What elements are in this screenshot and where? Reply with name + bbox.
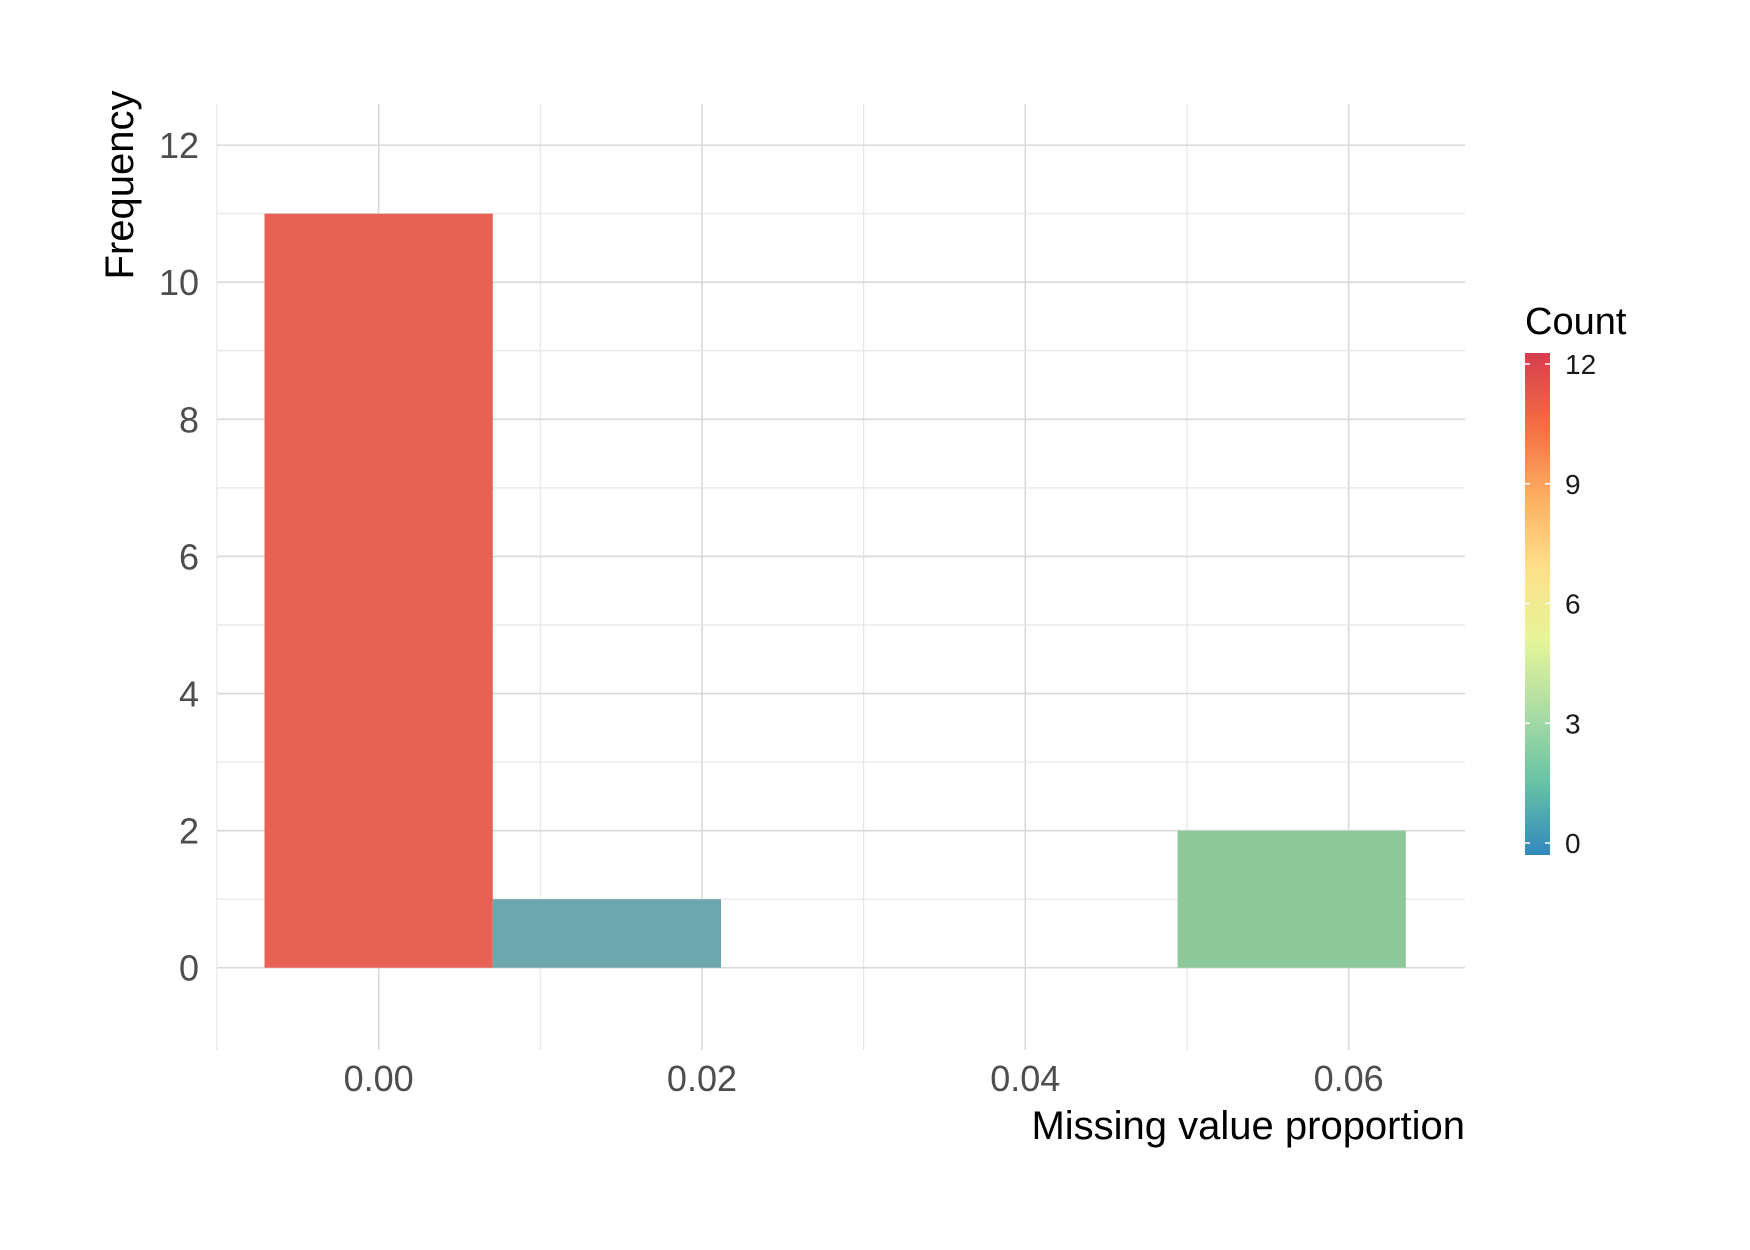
legend-tick-label: 9 xyxy=(1565,469,1581,500)
bars xyxy=(264,213,1406,968)
legend-tick-label: 12 xyxy=(1565,349,1596,380)
y-tick-label: 0 xyxy=(179,948,199,989)
y-tick-label: 2 xyxy=(179,811,199,852)
x-tick-label: 0.02 xyxy=(667,1058,737,1099)
y-tick-label: 10 xyxy=(159,262,199,303)
x-tick-label: 0.06 xyxy=(1314,1058,1384,1099)
legend-tick-label: 3 xyxy=(1565,708,1581,739)
legend-tick-label: 6 xyxy=(1565,589,1581,620)
legend-title: Count xyxy=(1525,301,1627,343)
x-tick-label: 0.04 xyxy=(990,1058,1060,1099)
y-tick-labels: 0 2 4 6 8 10 12 xyxy=(159,125,199,989)
y-tick-label: 12 xyxy=(159,125,199,166)
x-tick-label: 0.00 xyxy=(344,1058,414,1099)
x-axis-title: Missing value proportion xyxy=(1031,1104,1465,1148)
x-tick-labels: 0.00 0.02 0.04 0.06 xyxy=(344,1058,1384,1099)
color-legend: Count 0 3 6 9 12 xyxy=(1525,301,1627,859)
y-tick-label: 6 xyxy=(179,536,199,577)
histogram-bar-2 xyxy=(1177,830,1406,968)
histogram-bar-1 xyxy=(492,899,722,968)
histogram-bar-0 xyxy=(264,213,493,968)
y-tick-label: 4 xyxy=(179,674,199,715)
y-tick-label: 8 xyxy=(179,399,199,440)
legend-tick-label: 0 xyxy=(1565,828,1581,859)
legend-ticks: 0 3 6 9 12 xyxy=(1525,349,1596,859)
y-axis-title: Frequency xyxy=(98,91,142,280)
